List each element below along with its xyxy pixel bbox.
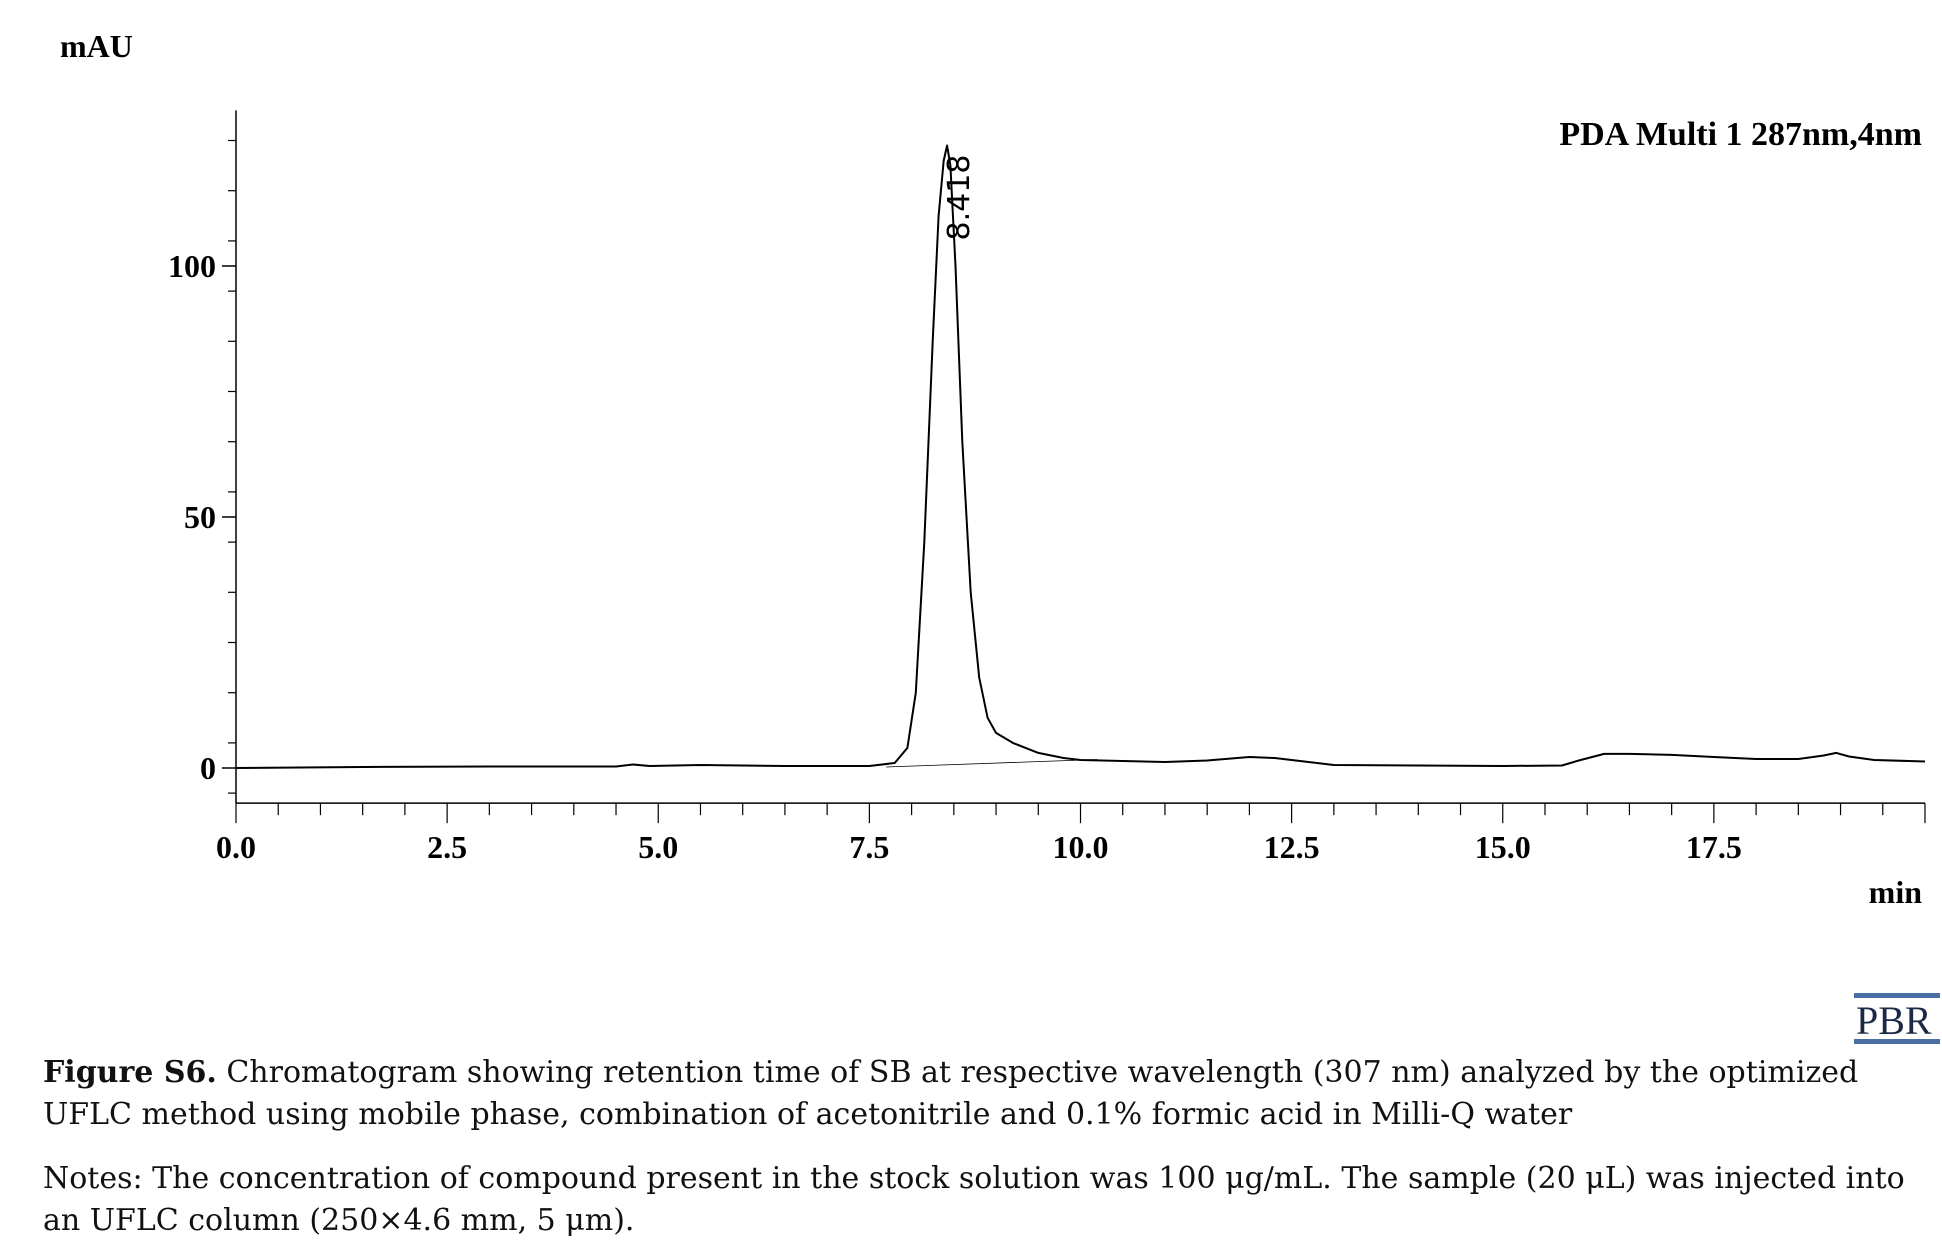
figure-caption: Figure S6. Chromatogram showing retentio…: [43, 1052, 1923, 1136]
x-tick-label: 0.0: [216, 829, 256, 865]
logo-bar-bottom: [1854, 1039, 1940, 1044]
x-tick-label: 12.5: [1264, 829, 1320, 865]
figure-label: Figure S6.: [43, 1055, 217, 1090]
y-tick-label: 50: [184, 499, 216, 535]
peak-label: 8.418: [942, 155, 977, 241]
x-tick-label: 15.0: [1475, 829, 1531, 865]
figure-notes: Notes: The concentration of compound pre…: [43, 1161, 1905, 1238]
logo-bar-top: [1854, 993, 1940, 998]
chromatogram-chart: 0 50 100 0.0 2.5 5.0 7.5 10.0 12.5 15.0 17.5 8.418…: [60, 28, 1926, 910]
x-tick-label: 5.0: [638, 829, 678, 865]
plot-area: 8.418: [235, 144, 1926, 769]
ticks: 0 50 100 0.0 2.5 5.0 7.5 10.0 12.5 15.0 17.5: [168, 139, 1926, 865]
figure-text: Chromatogram showing retention time of S…: [43, 1055, 1859, 1132]
x-tick-label: 2.5: [427, 829, 467, 865]
y-axis-label: mAU: [60, 28, 133, 64]
y-tick-label: 0: [200, 750, 216, 786]
legend-label: PDA Multi 1 287nm,4nm: [1559, 116, 1922, 153]
axes: [235, 110, 1925, 804]
x-axis-label: min: [1869, 874, 1923, 910]
journal-logo: PBR: [1854, 993, 1940, 1045]
x-tick-label: 7.5: [849, 829, 889, 865]
y-tick-label: 100: [168, 248, 216, 284]
x-tick-label: 10.0: [1053, 829, 1109, 865]
logo-text: PBR: [1856, 998, 1932, 1043]
x-tick-label: 17.5: [1686, 829, 1742, 865]
integration-baseline: [886, 759, 1098, 768]
chromatogram-trace: [235, 144, 1926, 769]
